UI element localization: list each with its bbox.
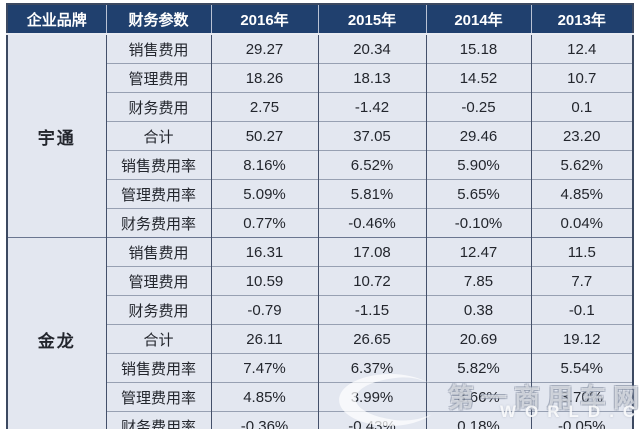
value-cell: 6.52% — [317, 150, 427, 180]
column-header-5: 2013年 — [530, 4, 634, 35]
value-cell: 5.65% — [425, 179, 532, 209]
param-cell: 销售费用率 — [105, 353, 212, 383]
value-cell: -0.79 — [210, 295, 319, 325]
param-cell: 财务费用率 — [105, 411, 212, 429]
column-header-0: 企业品牌 — [6, 4, 107, 35]
value-cell: 0.1 — [530, 92, 634, 122]
value-cell: 10.7 — [530, 63, 634, 93]
value-cell: 3.99% — [317, 382, 427, 412]
table-row: 财务费用 -0.79 -1.15 0.38 -0.1 — [7, 295, 634, 325]
column-header-2: 2016年 — [210, 4, 319, 35]
value-cell: -0.05% — [530, 411, 634, 429]
value-cell: 3.66% — [425, 382, 532, 412]
value-cell: 20.34 — [317, 33, 427, 64]
value-cell: -0.36% — [210, 411, 319, 429]
table-row: 合计 26.11 26.65 20.69 19.12 — [7, 324, 634, 354]
value-cell: 7.85 — [425, 266, 532, 296]
param-cell: 合计 — [105, 324, 212, 354]
value-cell: 26.65 — [317, 324, 427, 354]
value-cell: 7.7 — [530, 266, 634, 296]
value-cell: 18.13 — [317, 63, 427, 93]
param-cell: 管理费用率 — [105, 382, 212, 412]
param-cell: 管理费用 — [105, 63, 212, 93]
param-cell: 销售费用率 — [105, 150, 212, 180]
value-cell: 12.47 — [425, 237, 532, 267]
value-cell: 5.81% — [317, 179, 427, 209]
column-header-4: 2014年 — [425, 4, 532, 35]
param-cell: 财务费用 — [105, 295, 212, 325]
value-cell: 12.4 — [530, 33, 634, 64]
value-cell: 8.16% — [210, 150, 319, 180]
table-row: 管理费用 18.26 18.13 14.52 10.7 — [7, 63, 634, 93]
column-header-3: 2015年 — [317, 4, 427, 35]
param-cell: 销售费用 — [105, 33, 212, 64]
value-cell: 19.12 — [530, 324, 634, 354]
value-cell: 20.69 — [425, 324, 532, 354]
value-cell: 5.62% — [530, 150, 634, 180]
value-cell: 4.85% — [210, 382, 319, 412]
value-cell: 2.75 — [210, 92, 319, 122]
value-cell: 37.05 — [317, 121, 427, 151]
value-cell: 10.72 — [317, 266, 427, 296]
param-cell: 销售费用 — [105, 237, 212, 267]
table-row: 销售费用率 8.16% 6.52% 5.90% 5.62% — [7, 150, 634, 180]
table-row: 财务费用率 0.77% -0.46% -0.10% 0.04% — [7, 208, 634, 238]
value-cell: -0.10% — [425, 208, 532, 238]
value-cell: 5.09% — [210, 179, 319, 209]
value-cell: 7.47% — [210, 353, 319, 383]
table-header-row: 企业品牌 财务参数 2016年 2015年 2014年 2013年 — [6, 4, 634, 35]
value-cell: 0.04% — [530, 208, 634, 238]
value-cell: -1.42 — [317, 92, 427, 122]
value-cell: 5.82% — [425, 353, 532, 383]
param-cell: 财务费用 — [105, 92, 212, 122]
value-cell: -0.25 — [425, 92, 532, 122]
value-cell: 26.11 — [210, 324, 319, 354]
value-cell: 29.27 — [210, 33, 319, 64]
table-row: 合计 50.27 37.05 29.46 23.20 — [7, 121, 634, 151]
value-cell: -1.15 — [317, 295, 427, 325]
table-row: 金龙 销售费用 16.31 17.08 12.47 11.5 — [6, 237, 634, 429]
table-row: 财务费用 2.75 -1.42 -0.25 0.1 — [7, 92, 634, 122]
value-cell: -0.46% — [317, 208, 427, 238]
value-cell: 5.54% — [530, 353, 634, 383]
value-cell: 0.77% — [210, 208, 319, 238]
value-cell: 16.31 — [210, 237, 319, 267]
brand-cell: 金龙 — [6, 237, 107, 429]
value-cell: 3.70% — [530, 382, 634, 412]
value-cell: 10.59 — [210, 266, 319, 296]
expense-comparison-table: 企业品牌 财务参数 2016年 2015年 2014年 2013年 宇通 销售费用 29.27… — [6, 3, 634, 429]
table-row: 销售费用率 7.47% 6.37% 5.82% 5.54% — [7, 353, 634, 383]
table-row: 宇通 销售费用 29.27 20.34 15.18 12.4 — [6, 33, 634, 238]
param-cell: 合计 — [105, 121, 212, 151]
value-cell: 17.08 — [317, 237, 427, 267]
value-cell: -0.43% — [317, 411, 427, 429]
column-header-1: 财务参数 — [105, 4, 212, 35]
value-cell: 0.38 — [425, 295, 532, 325]
value-cell: -0.1 — [530, 295, 634, 325]
value-cell: 4.85% — [530, 179, 634, 209]
value-cell: 6.37% — [317, 353, 427, 383]
value-cell: 14.52 — [425, 63, 532, 93]
param-cell: 管理费用率 — [105, 179, 212, 209]
value-cell: 29.46 — [425, 121, 532, 151]
brand-cell: 宇通 — [6, 33, 107, 238]
value-cell: 18.26 — [210, 63, 319, 93]
value-cell: 0.18% — [425, 411, 532, 429]
value-cell: 11.5 — [530, 237, 634, 267]
value-cell: 5.90% — [425, 150, 532, 180]
value-cell: 15.18 — [425, 33, 532, 64]
value-cell: 23.20 — [530, 121, 634, 151]
param-cell: 财务费用率 — [105, 208, 212, 238]
value-cell: 50.27 — [210, 121, 319, 151]
param-cell: 管理费用 — [105, 266, 212, 296]
table-row: 管理费用 10.59 10.72 7.85 7.7 — [7, 266, 634, 296]
table-row: 管理费用率 5.09% 5.81% 5.65% 4.85% — [7, 179, 634, 209]
